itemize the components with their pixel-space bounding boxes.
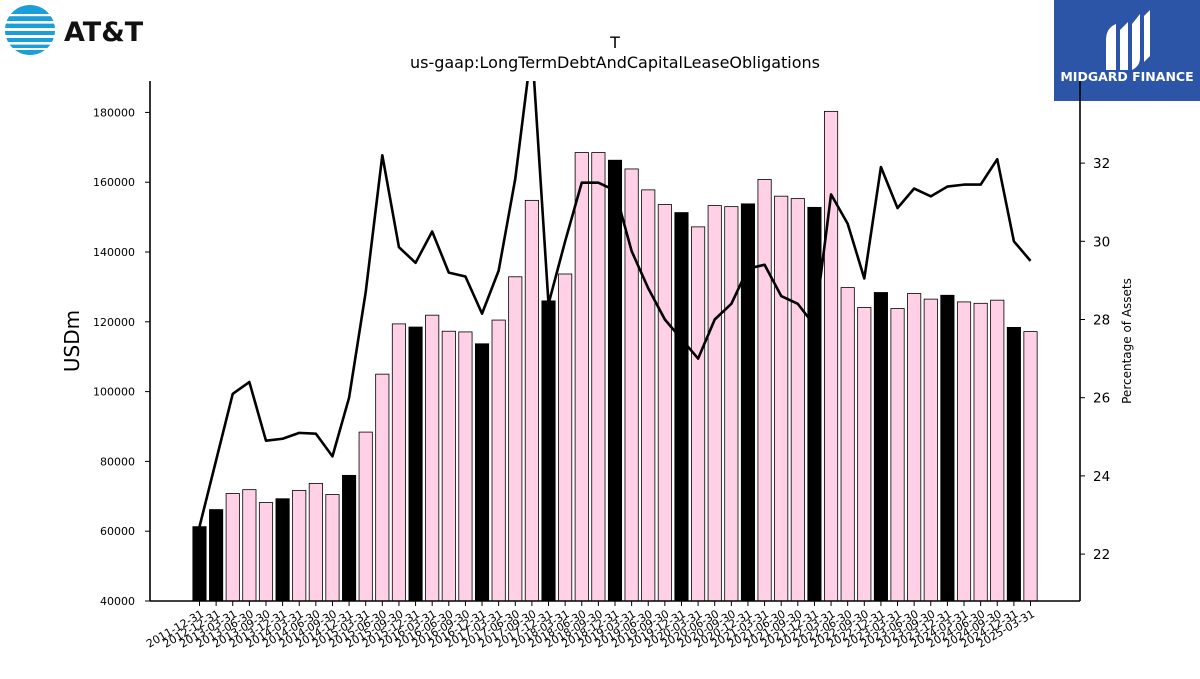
bar	[840, 287, 855, 601]
y-tick-label: 100000	[93, 386, 135, 399]
bar	[558, 273, 573, 601]
att-globe-stripe	[3, 42, 57, 45]
y-tick-label: 140000	[93, 246, 135, 259]
att-logo: AT&T	[3, 5, 144, 55]
bar	[342, 474, 357, 601]
att-logo-text: AT&T	[64, 17, 144, 48]
bar	[757, 179, 772, 601]
percentage-line	[198, 81, 1032, 528]
bar	[641, 189, 656, 601]
bar	[940, 294, 955, 601]
y2-tick-label: 28	[1093, 312, 1110, 328]
att-globe-stripe	[3, 21, 57, 24]
bar	[674, 212, 689, 601]
bar	[325, 494, 340, 601]
bar	[242, 489, 257, 601]
chart-title: T	[609, 33, 620, 52]
x-axis-ticks: 2011-12-312012-12-312013-03-312013-06-30…	[144, 601, 1037, 651]
y-tick-label: 80000	[100, 455, 135, 468]
bar	[873, 292, 888, 601]
bar	[474, 343, 490, 601]
y2-axis-label: Percentage of Assets	[1120, 278, 1134, 404]
bar	[292, 489, 307, 601]
bar	[425, 314, 440, 601]
y2-tick-label: 32	[1093, 156, 1110, 172]
bar	[591, 152, 606, 601]
y-axis-label: USDm	[60, 310, 84, 372]
bar	[524, 199, 539, 601]
bar	[508, 276, 523, 601]
bar	[657, 204, 672, 601]
bar	[574, 152, 589, 601]
y2-tick-label: 22	[1093, 547, 1110, 563]
bar	[408, 326, 423, 601]
att-globe-icon	[3, 5, 57, 55]
midgard-emblem-icon	[1106, 10, 1150, 70]
y-tick-label: 60000	[100, 525, 135, 538]
bar	[441, 330, 456, 601]
bar	[790, 198, 805, 601]
y2-tick-label: 30	[1093, 234, 1110, 250]
att-globe-stripe	[3, 14, 57, 17]
bar	[907, 293, 922, 601]
midgard-logo: MIDGARD FINANCE	[1054, 0, 1200, 101]
bar	[707, 205, 722, 601]
bar	[358, 431, 373, 601]
line-series	[198, 81, 1032, 528]
bar	[458, 331, 473, 601]
att-globe-stripe	[3, 35, 57, 38]
bar	[1006, 326, 1021, 601]
bar	[258, 502, 274, 601]
bar	[824, 110, 839, 601]
att-globe-stripe	[3, 28, 57, 31]
bar	[1023, 331, 1038, 601]
bar	[375, 373, 390, 601]
bar-series	[192, 110, 1038, 601]
bar	[308, 482, 323, 601]
bar	[990, 299, 1005, 601]
bar	[857, 307, 872, 601]
y2-axis-ticks: 22 24 26 28 30 32	[1080, 156, 1110, 563]
bar	[890, 308, 905, 601]
y-tick-label: 120000	[93, 316, 135, 329]
y2-tick-label: 26	[1093, 391, 1110, 407]
bar	[774, 195, 789, 601]
bar	[923, 298, 938, 601]
bar	[740, 203, 756, 601]
bar	[209, 509, 224, 601]
bar	[607, 159, 623, 601]
bar	[391, 323, 406, 601]
y-tick-label: 40000	[100, 595, 135, 608]
bar	[973, 302, 988, 601]
y-tick-label: 160000	[93, 176, 135, 189]
bar	[192, 526, 207, 601]
midgard-logo-text: MIDGARD FINANCE	[1060, 69, 1193, 84]
bar	[275, 498, 290, 601]
y-axis-ticks: 40000 60000 80000 100000 120000 140000 160000 1…	[93, 106, 150, 608]
bar	[691, 226, 706, 601]
chart-subtitle: us-gaap:LongTermDebtAndCapitalLeaseOblig…	[410, 53, 820, 72]
y2-tick-label: 24	[1093, 469, 1110, 485]
y-tick-label: 180000	[93, 106, 135, 119]
bar	[807, 206, 822, 601]
bar	[541, 300, 556, 601]
bar	[724, 206, 739, 601]
bar	[956, 301, 972, 601]
att-globe-stripe	[3, 48, 57, 50]
bar	[225, 493, 240, 601]
bar	[491, 319, 506, 601]
